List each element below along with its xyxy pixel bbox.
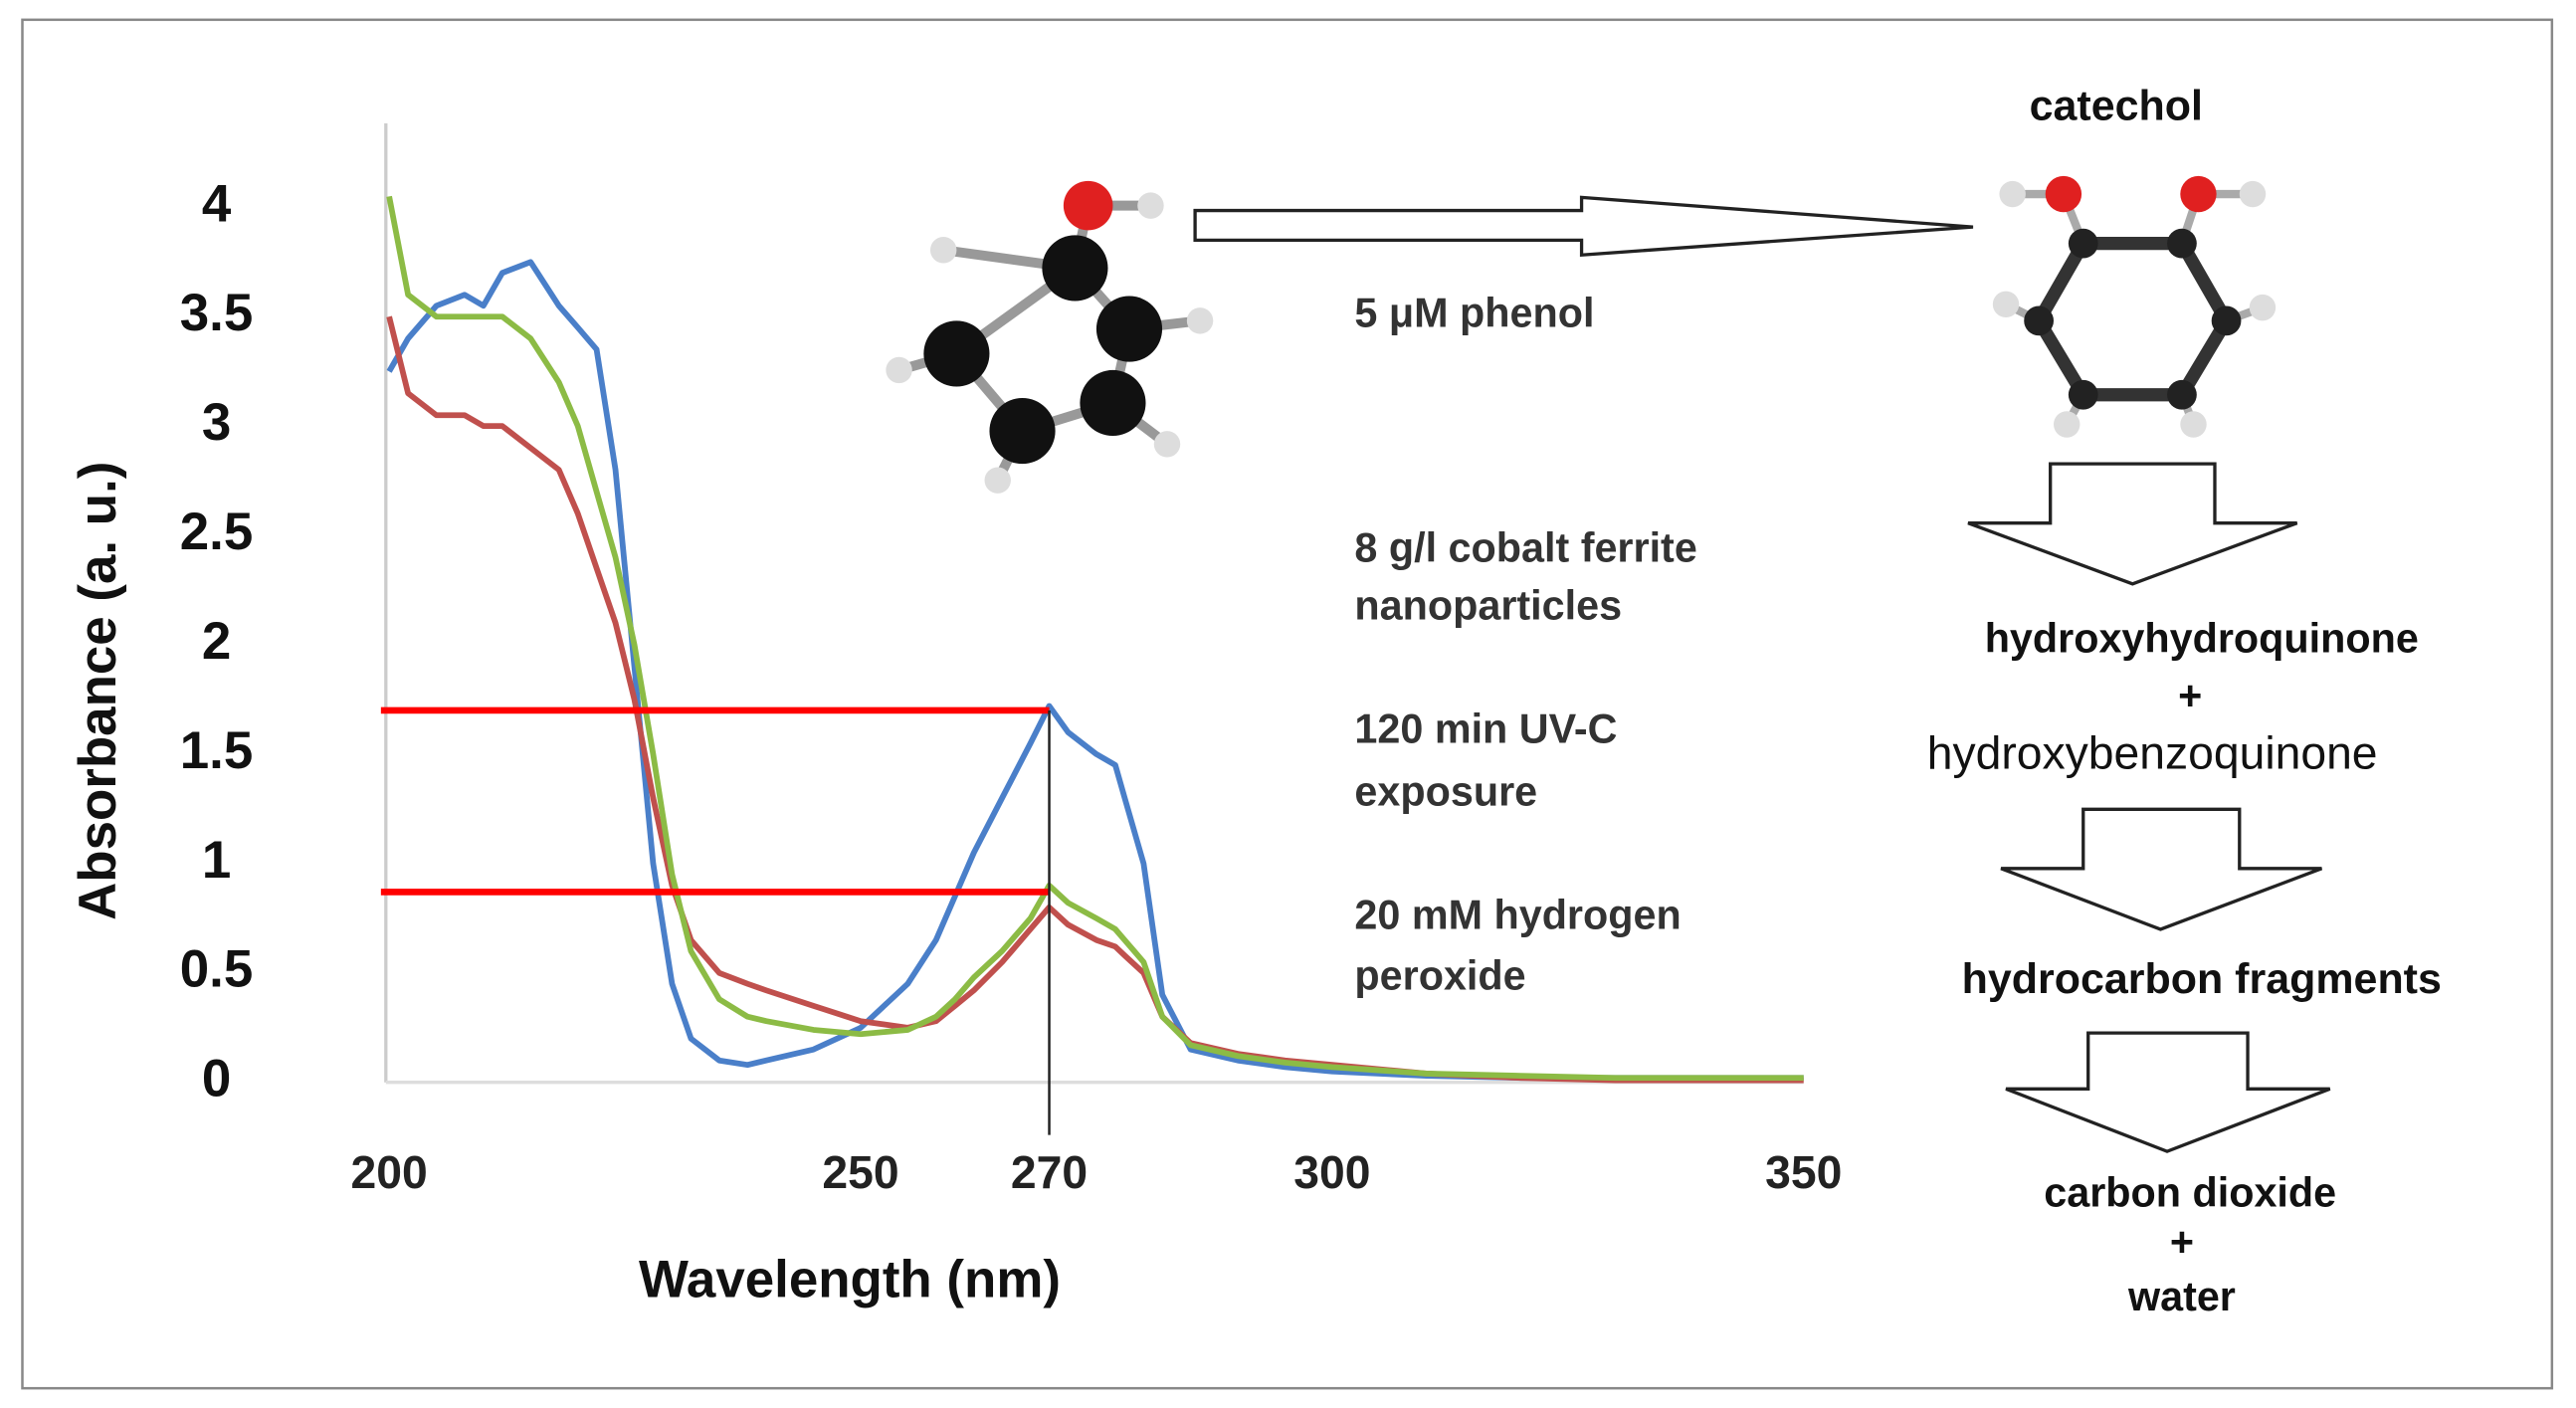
- spectrum-line: [386, 195, 1804, 1082]
- x-tick-label: 250: [822, 1146, 898, 1198]
- y-tick-label: 1: [202, 831, 231, 890]
- x-axis-label: Wavelength (nm): [639, 1250, 1061, 1308]
- condition-label: 20 mM hydrogen: [1354, 892, 1681, 937]
- down-arrow: [2000, 807, 2323, 931]
- down-arrow: [2005, 1031, 2331, 1153]
- x-tick-label: 350: [1765, 1146, 1842, 1198]
- y-tick-label: 0.5: [180, 940, 254, 999]
- y-tick-label: 4: [202, 174, 232, 233]
- x-tick-label: 300: [1293, 1146, 1370, 1198]
- phenol-molecule: [886, 180, 1214, 494]
- x-tick-label: 200: [351, 1146, 428, 1198]
- spectrum-line: [386, 259, 1804, 1082]
- catechol-molecule: [1992, 175, 2277, 438]
- condition-label: 5 μM phenol: [1354, 290, 1594, 335]
- y-tick-label: 3: [202, 393, 231, 452]
- pathway-label: catechol: [2030, 82, 2203, 129]
- pathway-label: water: [2127, 1274, 2236, 1319]
- y-tick-label: 2.5: [180, 503, 254, 561]
- condition-label: exposure: [1354, 768, 1537, 814]
- down-arrow: [1967, 462, 2298, 586]
- pathway-label: carbon dioxide: [2044, 1170, 2336, 1216]
- condition-label: peroxide: [1354, 952, 1525, 998]
- frame: [21, 18, 2554, 1390]
- pathway-label: +: [2178, 673, 2202, 718]
- pathway-label: hydroxyhydroquinone: [1985, 616, 2419, 662]
- condition-label: nanoparticles: [1354, 583, 1622, 629]
- condition-label: 8 g/l cobalt ferrite: [1354, 525, 1696, 571]
- y-tick-label: 0: [202, 1050, 231, 1108]
- reaction-arrow: [1193, 195, 1974, 257]
- y-tick-label: 3.5: [180, 284, 254, 342]
- y-axis-label: Absorbance (a. u.): [69, 462, 127, 920]
- pathway-label: hydroxybenzoquinone: [1927, 727, 2378, 779]
- condition-label: 120 min UV-C: [1354, 706, 1617, 752]
- x-tick-label: 270: [1011, 1146, 1088, 1198]
- y-tick-label: 1.5: [180, 721, 254, 780]
- pathway-label: hydrocarbon fragments: [1962, 955, 2442, 1003]
- pathway-label: +: [2170, 1219, 2194, 1265]
- y-tick-label: 2: [202, 612, 231, 671]
